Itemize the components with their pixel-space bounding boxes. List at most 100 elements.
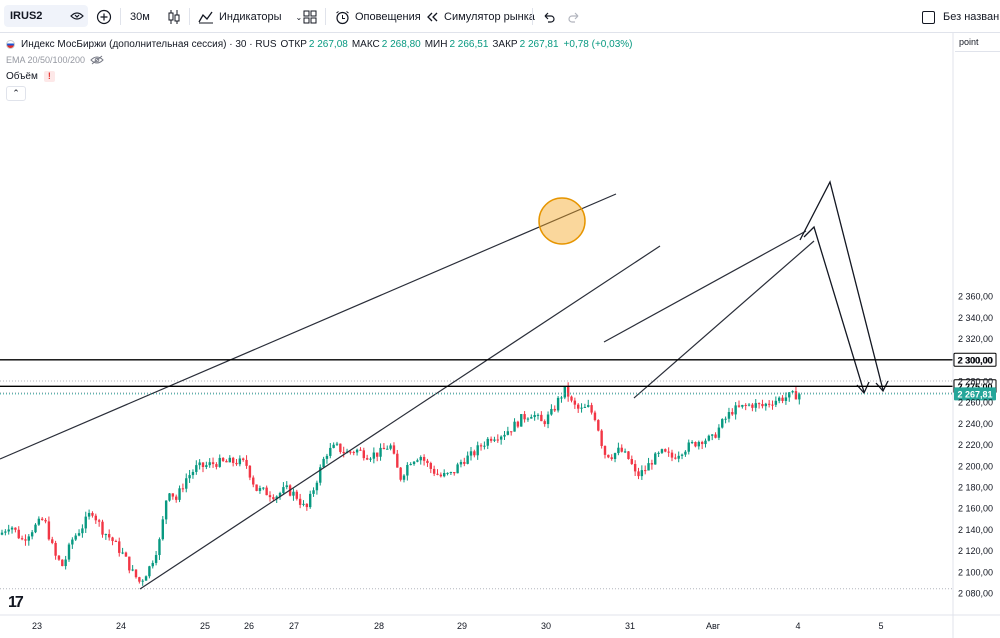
candle-body — [774, 400, 778, 405]
wedge-lower-line — [633, 240, 815, 399]
candle-body — [697, 441, 700, 447]
interval-button[interactable]: 30м — [130, 7, 150, 27]
legend-main-row: Индекс МосБиржи (дополнительная сессия) … — [6, 36, 632, 52]
candle-body — [469, 451, 473, 456]
symbol-search-button[interactable]: IRUS2 — [4, 5, 88, 27]
chevron-down-icon: ⌄ — [295, 12, 303, 22]
russia-flag-icon — [6, 39, 15, 49]
alerts-button[interactable]: Оповещения — [335, 7, 421, 27]
layout-checkbox[interactable] — [922, 10, 935, 24]
legend-ema-row[interactable]: EMA 20/50/100/200 — [6, 52, 632, 68]
indicators-button[interactable]: Индикаторы ⌄ — [198, 7, 302, 27]
candle-body — [7, 529, 10, 532]
candle-body — [566, 386, 570, 397]
candle-body — [195, 465, 198, 472]
candle-body — [185, 478, 188, 489]
y-tick-label: 2 080,00 — [958, 589, 993, 599]
price-label-box — [953, 352, 997, 367]
candle-body — [329, 447, 332, 456]
price-label-text: 2 267,81 — [957, 389, 992, 399]
templates-button[interactable] — [303, 7, 317, 27]
candle-body — [731, 412, 734, 415]
candle-body — [175, 496, 178, 500]
candle-body — [613, 453, 617, 459]
candle-body — [456, 464, 459, 474]
replay-button[interactable]: Симулятор рынка — [425, 7, 535, 27]
candle-body — [24, 539, 27, 541]
candle-body — [97, 520, 101, 522]
candle-body — [473, 451, 476, 456]
eye-hidden-icon[interactable] — [90, 55, 104, 65]
candle-body — [630, 459, 633, 464]
x-tick-label: 28 — [374, 621, 384, 631]
candle-body — [540, 414, 543, 422]
candle-body — [449, 472, 453, 474]
candle-body — [436, 473, 439, 475]
candle-body — [319, 467, 322, 483]
price-label-box — [954, 387, 996, 401]
undo-button[interactable] — [542, 7, 556, 27]
y-tick-label: 2 280,00 — [958, 377, 993, 387]
candle-body — [453, 472, 456, 474]
candle-body — [389, 445, 392, 449]
candle-body — [637, 471, 640, 477]
candle-body — [258, 488, 262, 491]
candle-body — [620, 447, 623, 452]
candle-body — [312, 490, 315, 494]
candle-body — [513, 421, 516, 432]
price-scale-unit[interactable]: point — [955, 37, 1000, 52]
chart-type-button[interactable] — [167, 7, 181, 27]
candle-body — [295, 491, 298, 499]
candle-body — [700, 441, 704, 445]
candle-body — [322, 458, 325, 468]
candle-body — [640, 470, 644, 477]
candle-body — [429, 463, 432, 469]
volume-label: Объём — [6, 70, 38, 82]
candle-body — [379, 447, 382, 457]
candle-body — [44, 519, 47, 522]
x-tick-label: Авг — [706, 621, 721, 631]
candle-body — [784, 397, 788, 401]
legend-volume-row[interactable]: Объём ! — [6, 68, 632, 84]
candle-body — [510, 431, 513, 433]
candle-body — [717, 427, 721, 438]
candle-body — [238, 458, 242, 465]
legend-title[interactable]: Индекс МосБиржи (дополнительная сессия) … — [21, 38, 277, 50]
candle-body — [392, 445, 396, 454]
candle-body — [466, 455, 469, 464]
candle-body — [151, 562, 154, 567]
price-label-text: 2 300,00 — [957, 355, 992, 365]
candle-body — [520, 414, 523, 427]
candle-body — [590, 405, 593, 413]
open-value: 2 267,08 — [308, 38, 348, 50]
candle-body — [764, 403, 767, 407]
candle-body — [51, 539, 54, 543]
candle-body — [365, 458, 369, 460]
collapse-legend-button[interactable]: ⌃ — [6, 86, 26, 101]
candle-body — [426, 460, 429, 464]
candle-body — [476, 445, 479, 456]
candle-body — [771, 404, 774, 406]
add-symbol-button[interactable] — [96, 7, 112, 27]
candle-body — [332, 444, 335, 448]
candle-body — [610, 457, 613, 459]
candle-body — [704, 440, 707, 445]
candle-body — [573, 400, 577, 405]
redo-button[interactable] — [567, 7, 581, 27]
candle-body — [644, 470, 647, 472]
candle-body — [650, 463, 654, 465]
candle-body — [91, 512, 94, 516]
candle-body — [382, 447, 386, 450]
candle-body — [667, 451, 670, 453]
candle-body — [161, 519, 164, 540]
candle-body — [617, 447, 620, 454]
candle-body — [81, 528, 84, 534]
candle-body — [687, 442, 690, 452]
candle-body — [496, 439, 499, 441]
warning-icon[interactable]: ! — [43, 70, 55, 82]
layout-name-button[interactable]: Без названи — [922, 7, 1000, 27]
price-chart[interactable]: 2 300,002 275,002 267,81 2 080,002 100,0… — [0, 33, 1000, 638]
candle-body — [298, 498, 302, 505]
x-tick-label: 23 — [32, 621, 42, 631]
candle-body — [788, 392, 791, 398]
